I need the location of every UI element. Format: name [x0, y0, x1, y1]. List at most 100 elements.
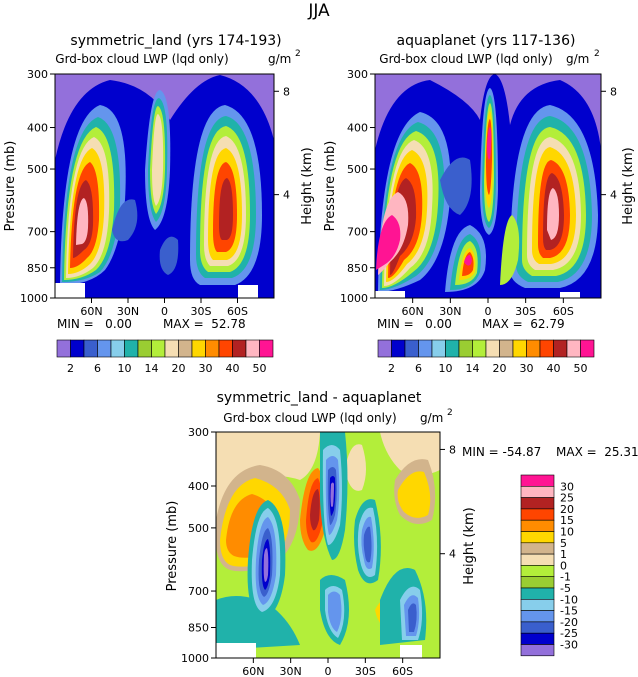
y-tick-label: 1000 [181, 652, 209, 665]
x-tick-label: 60N [402, 305, 424, 318]
panel-units: g/m [268, 52, 291, 66]
x-axis-ticks: 60N 30N 0 30S 60S [402, 298, 574, 318]
x-tick-label: 60S [227, 305, 248, 318]
colorbar-label: 50 [253, 362, 267, 375]
panel-symmetric-land: symmetric_land (yrs 174-193) Grd-box clo… [3, 33, 315, 375]
colorbar-swatch [520, 644, 555, 657]
x-tick-label: 30S [515, 305, 536, 318]
right-tick-label: 4 [283, 189, 290, 202]
colorbar-swatch [259, 339, 274, 358]
colorbar-swatch [431, 339, 446, 358]
colorbar-swatch [191, 339, 206, 358]
colorbar-swatch [164, 339, 179, 358]
y-tick-label: 300 [188, 426, 209, 439]
y-tick-label: 500 [188, 522, 209, 535]
max-value: MAX = 52.78 [163, 317, 246, 331]
colorbar-label: 40 [226, 362, 240, 375]
colorbar-swatch [520, 553, 555, 566]
panel-aquaplanet: aquaplanet (yrs 117-136) Grd-box cloud L… [323, 33, 636, 375]
panel-title: symmetric_land (yrs 174-193) [70, 33, 281, 49]
colorbar-swatch [232, 339, 247, 358]
colorbar-swatch [520, 610, 555, 623]
colorbar-label: -10 [560, 593, 578, 606]
colorbar-label: 20 [493, 362, 507, 375]
panel-subtitle: Grd-box cloud LWP (lqd only) [223, 411, 396, 425]
colorbar-swatch [512, 339, 527, 358]
colorbar-label: 10 [560, 526, 574, 539]
colorbar-swatch [110, 339, 125, 358]
masked-surface [375, 291, 580, 298]
heatmap-plot-area [55, 74, 274, 298]
x-tick-label: 60N [80, 305, 102, 318]
colorbar-label: 1 [560, 548, 567, 561]
x-tick-label: 0 [325, 665, 332, 677]
colorbar-label: -1 [560, 571, 571, 584]
colorbar-swatch [520, 519, 555, 532]
y-tick-label: 700 [27, 226, 48, 239]
panel-subtitle: Grd-box cloud LWP (lqd only) [55, 52, 228, 66]
colorbar-swatch [520, 485, 555, 498]
y-tick-label: 500 [347, 163, 368, 176]
masked-surface [55, 283, 258, 298]
colorbar-label: -30 [560, 639, 578, 652]
colorbar-swatch [520, 598, 555, 611]
colorbar-swatch [97, 339, 112, 358]
right-axis-label: Height (km) [621, 147, 636, 224]
y-axis-label: Pressure (mb) [165, 501, 180, 592]
colorbar-label: 20 [172, 362, 186, 375]
y-tick-label: 500 [27, 163, 48, 176]
y-axis-ticks: 300 400 500 700 850 1000 [20, 68, 55, 305]
colorbar-label: 50 [574, 362, 588, 375]
contour-level-4 [440, 157, 472, 215]
colorbar-swatch [245, 339, 260, 358]
y-tick-label: 700 [188, 585, 209, 598]
colorbar-swatch [520, 497, 555, 510]
colorbar-swatch [539, 339, 554, 358]
x-tick-label: 60S [392, 665, 413, 677]
colorbar-swatch [404, 339, 419, 358]
right-tick-label: 4 [449, 548, 456, 561]
contour-level-min [263, 482, 334, 582]
y-tick-label: 400 [27, 122, 48, 135]
panel-units-exponent: 2 [295, 49, 301, 59]
min-value: MIN = -54.87 [462, 445, 541, 459]
colorbar-label: 10 [439, 362, 453, 375]
right-axis-label: Height (km) [300, 147, 315, 224]
right-axis-ticks: 84 [601, 85, 617, 202]
colorbar-label: 6 [94, 362, 101, 375]
colorbar-swatch [151, 339, 166, 358]
heatmap-plot-area [216, 432, 440, 658]
right-axis-label: Height (km) [462, 507, 477, 584]
colorbar-swatch [553, 339, 568, 358]
colorbar-swatch [485, 339, 500, 358]
y-axis-ticks: 300 400 500 700 850 1000 [181, 426, 216, 665]
colorbar-label: -20 [560, 616, 578, 629]
colorbar-label: 20 [560, 503, 574, 516]
colorbar-label: -25 [560, 627, 578, 640]
colorbar-swatch [520, 531, 555, 544]
contour-level-60 [376, 127, 492, 270]
colorbar-swatch [566, 339, 581, 358]
colorbar-swatch [205, 339, 220, 358]
y-tick-label: 700 [347, 226, 368, 239]
x-tick-label: 60N [242, 665, 264, 677]
right-tick-label: 8 [449, 443, 456, 456]
colorbar-label: -5 [560, 582, 571, 595]
panel-units-exponent: 2 [594, 49, 600, 59]
colorbar-label: 30 [199, 362, 213, 375]
y-tick-label: 850 [188, 621, 209, 634]
colorbar-swatch [520, 576, 555, 589]
heatmap-plot-area [375, 74, 601, 298]
colorbar-label: 25 [560, 492, 574, 505]
colorbar-label: 2 [67, 362, 74, 375]
x-tick-label: 0 [485, 305, 492, 318]
colorbar-swatch [218, 339, 233, 358]
colorbar: 2 6 10 14 20 30 40 50 [56, 339, 274, 375]
panel-difference: symmetric_land - aquaplanet Grd-box clou… [165, 390, 638, 677]
colorbar-swatch [418, 339, 433, 358]
colorbar-swatch [472, 339, 487, 358]
right-axis-ticks: 84 [440, 443, 456, 561]
contour-level-25 [310, 489, 320, 531]
